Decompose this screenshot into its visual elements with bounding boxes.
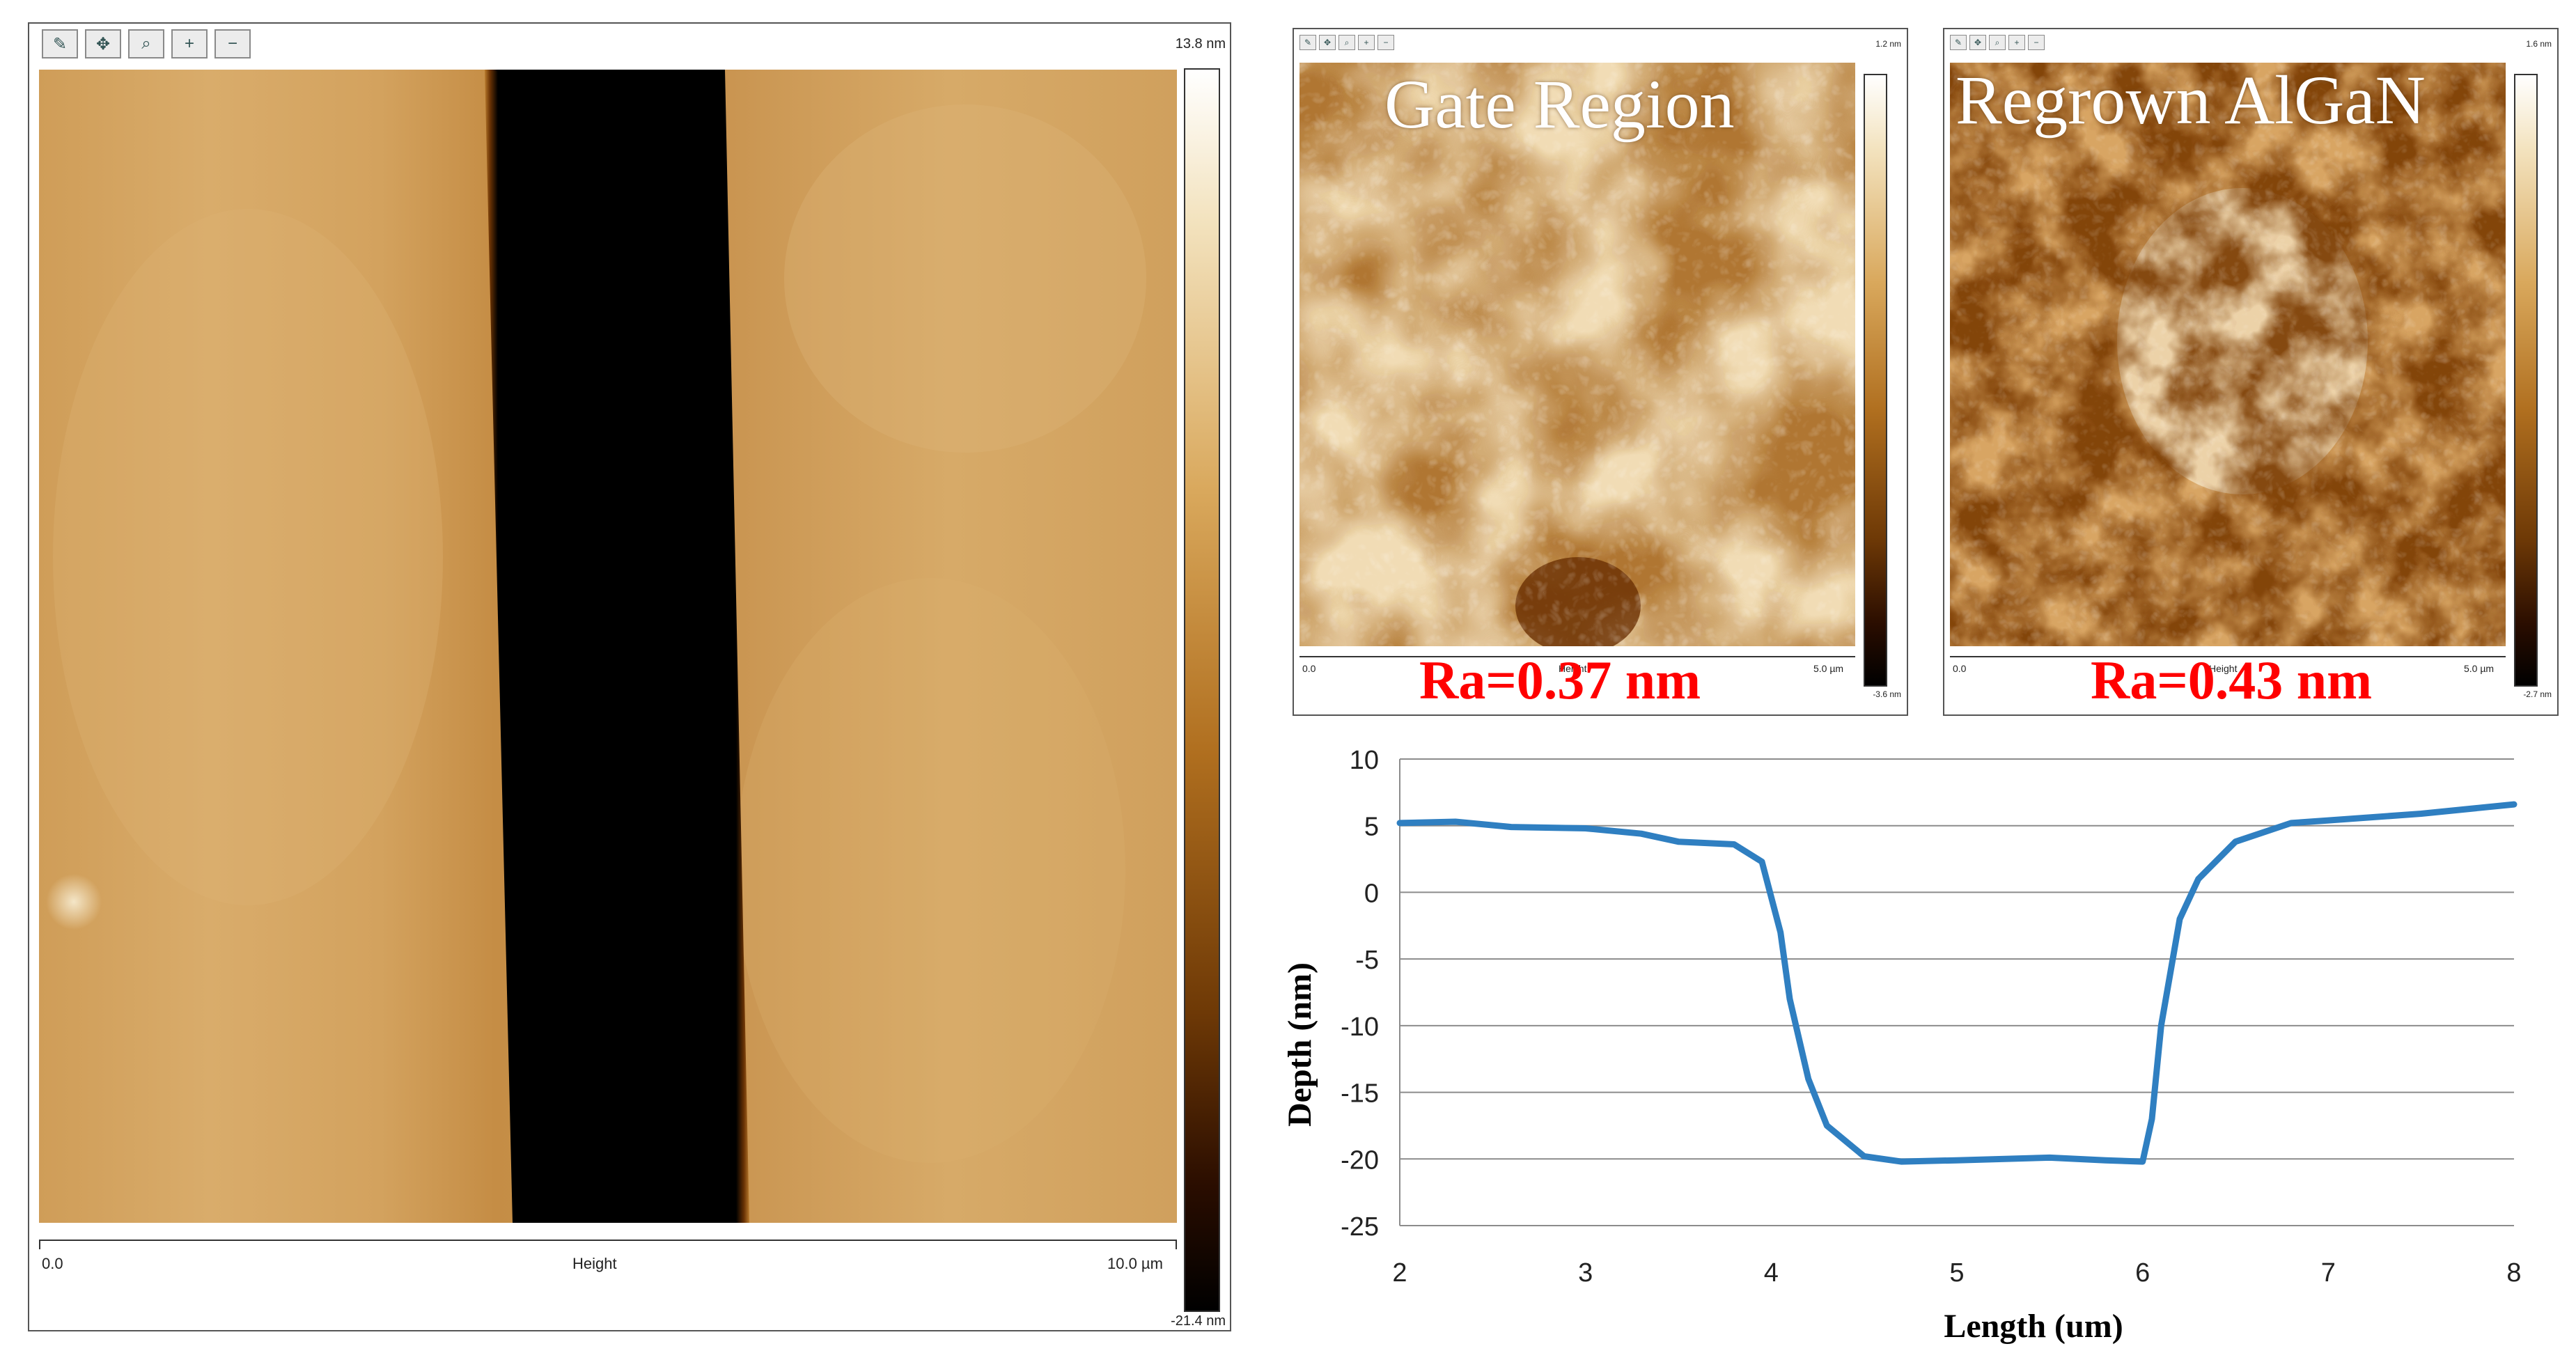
- pan-icon[interactable]: ✥: [85, 29, 121, 58]
- pencil-icon[interactable]: ✎: [1950, 35, 1967, 50]
- gate-axis-start: 0.0: [1302, 663, 1316, 674]
- pencil-icon[interactable]: ✎: [42, 29, 78, 58]
- large-x-tick-start: [39, 1240, 40, 1249]
- large-scale-min: -21.4 nm: [1171, 1313, 1226, 1329]
- x-tick-label: 2: [1392, 1258, 1407, 1288]
- regrown-afm-panel: ✎ ✥ ⌕ + − 1.6 nm Regrown AlGaN 0.0 Heigh…: [1943, 28, 2559, 716]
- chart-y-label: Depth (nm): [1281, 962, 1318, 1127]
- large-axis-start: 0.0: [42, 1255, 63, 1272]
- series-line: [1396, 801, 2518, 1165]
- large-x-axis: [39, 1240, 1177, 1241]
- gate-color-scale: [1864, 74, 1887, 687]
- gate-scale-max: 1.2 nm: [1875, 39, 1901, 49]
- x-tick-label: 5: [1949, 1258, 1964, 1288]
- y-tick-label: -25: [1341, 1212, 1379, 1242]
- zoom-out-icon[interactable]: −: [2028, 35, 2045, 50]
- x-tick-label: 6: [2135, 1258, 2150, 1288]
- gate-roughness: Ra=0.37 nm: [1419, 650, 1701, 710]
- regrown-roughness: Ra=0.43 nm: [2091, 650, 2373, 710]
- pan-icon[interactable]: ✥: [1319, 35, 1336, 50]
- x-tick-label: 4: [1764, 1258, 1779, 1288]
- zoom-in-icon[interactable]: +: [1358, 35, 1375, 50]
- large-color-scale: [1184, 68, 1220, 1312]
- zoom-icon[interactable]: ⌕: [128, 29, 164, 58]
- regrown-scale-min: -2.7 nm: [2523, 689, 2552, 699]
- chart-x-label: Length (um): [1944, 1308, 2123, 1345]
- regrown-axis-end: 5.0 µm: [2464, 663, 2495, 674]
- zoom-out-icon[interactable]: −: [214, 29, 251, 58]
- pan-icon[interactable]: ✥: [1969, 35, 1986, 50]
- chart-ticks: 10 5 0 -5 -10 -15 -20 -25 2 3 4 5 6 7 8: [1341, 746, 2521, 1288]
- large-axis-label: Height: [572, 1255, 617, 1272]
- y-tick-label: -20: [1341, 1146, 1379, 1175]
- gate-axis-label: Height: [1559, 663, 1587, 674]
- large-axis-end: 10.0 µm: [1107, 1255, 1163, 1272]
- regrown-toolbar: ✎ ✥ ⌕ + −: [1950, 35, 2045, 50]
- zoom-in-icon[interactable]: +: [2008, 35, 2025, 50]
- large-scale-max: 13.8 nm: [1175, 36, 1226, 52]
- depth-profile-chart: 10 5 0 -5 -10 -15 -20 -25 2 3 4 5 6 7 8 Length (um) De…: [1281, 746, 2522, 1345]
- y-tick-label: 0: [1364, 879, 1379, 908]
- y-tick-label: -5: [1355, 946, 1379, 975]
- regrown-color-scale: [2514, 74, 2538, 687]
- large-afm-panel: ✎ ✥ ⌕ + − 13.8 nm: [28, 22, 1231, 1331]
- regrown-height-image[interactable]: [1950, 63, 2506, 646]
- x-tick-label: 7: [2321, 1258, 2336, 1288]
- gate-region-title: Gate Region: [1384, 65, 1735, 143]
- y-tick-label: 5: [1364, 813, 1379, 842]
- x-tick-label: 3: [1578, 1258, 1593, 1288]
- y-tick-label: -10: [1341, 1013, 1379, 1042]
- gate-afm-panel: ✎ ✥ ⌕ + − 1.2 nm Gate Region 0.0 Height …: [1293, 28, 1908, 716]
- y-tick-label: 10: [1350, 746, 1379, 775]
- x-tick-label: 8: [2506, 1258, 2521, 1288]
- regrown-axis-start: 0.0: [1953, 663, 1967, 674]
- zoom-in-icon[interactable]: +: [171, 29, 208, 58]
- zoom-icon[interactable]: ⌕: [1338, 35, 1355, 50]
- y-tick-label: -15: [1341, 1079, 1379, 1109]
- pencil-icon[interactable]: ✎: [1299, 35, 1316, 50]
- regrown-scale-max: 1.6 nm: [2526, 39, 2552, 49]
- chart-series: [1396, 801, 2518, 1165]
- gate-scale-min: -3.6 nm: [1873, 689, 1901, 699]
- large-x-tick-end: [1176, 1240, 1177, 1249]
- gate-height-image[interactable]: [1299, 63, 1855, 646]
- gate-toolbar: ✎ ✥ ⌕ + −: [1299, 35, 1394, 50]
- large-height-image[interactable]: [39, 70, 1177, 1223]
- regrown-axis-label: Height: [2209, 663, 2238, 674]
- zoom-out-icon[interactable]: −: [1377, 35, 1394, 50]
- gate-x-axis: [1299, 656, 1855, 657]
- zoom-icon[interactable]: ⌕: [1989, 35, 2006, 50]
- regrown-algan-title: Regrown AlGaN: [1956, 61, 2426, 139]
- large-toolbar: ✎ ✥ ⌕ + −: [42, 29, 251, 58]
- regrown-x-axis: [1950, 656, 2506, 657]
- gate-axis-end: 5.0 µm: [1813, 663, 1844, 674]
